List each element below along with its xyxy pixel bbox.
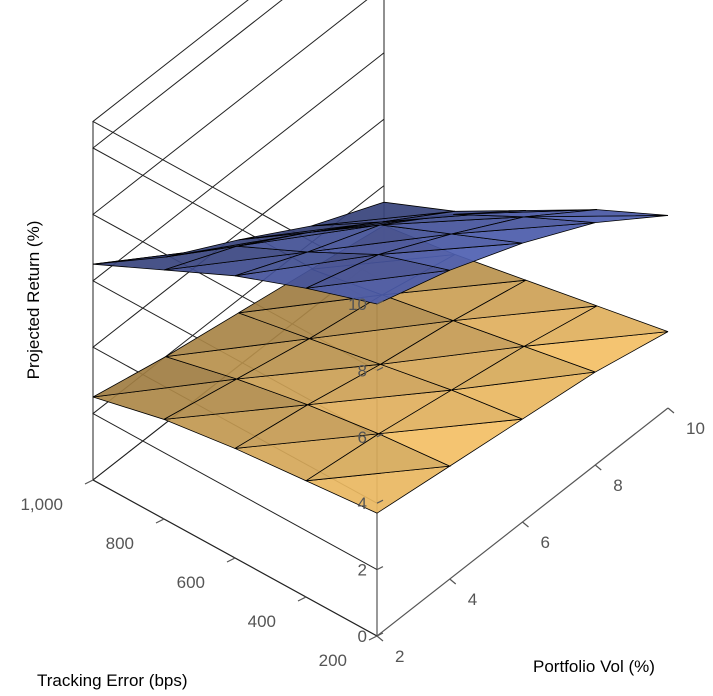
- z-tick-mark: [376, 499, 384, 504]
- x-tick-mark: [155, 518, 165, 524]
- z-tick-label: 0: [358, 627, 367, 646]
- y-tick-mark: [667, 407, 675, 414]
- z-tick-label: 6: [358, 428, 367, 447]
- z-tick-label: 8: [358, 361, 367, 380]
- y-tick-label: 4: [468, 590, 477, 609]
- x-tick-mark: [368, 635, 378, 641]
- x-tick-label: 400: [248, 612, 276, 631]
- surface-facet: [311, 201, 456, 227]
- y-tick-label: 6: [541, 533, 550, 552]
- x-tick-label: 1,000: [20, 495, 63, 514]
- z-tick-mark: [376, 566, 384, 571]
- surface-facet: [524, 305, 669, 347]
- x-tick-label: 200: [319, 651, 347, 670]
- z-tick-mark: [376, 433, 384, 438]
- y-tick-mark: [522, 521, 529, 528]
- x-tick-mark: [297, 596, 307, 602]
- surface-facet: [453, 209, 598, 215]
- z-tick-label: 4: [358, 494, 367, 513]
- tick-labels: 0 2 4 6 8 10 200 400 600 800 1,000 2 4 6 8 10: [20, 295, 704, 670]
- z-tick-mark: [376, 366, 384, 371]
- y-tick-mark: [449, 578, 457, 585]
- z-gridline: [92, 0, 378, 278]
- z-tick-label: 10: [348, 295, 367, 314]
- x-axis-label: Tracking Error (bps): [37, 671, 188, 690]
- z-tick-mark: [376, 632, 384, 637]
- y-tick-mark: [376, 635, 384, 642]
- y-axis-label: Portfolio Vol (%): [533, 657, 655, 676]
- x-tick-mark: [84, 479, 94, 485]
- z-tick-mark: [376, 300, 384, 305]
- y-tick-mark: [594, 464, 602, 471]
- x-tick-mark: [226, 557, 236, 563]
- surface-facet: [524, 209, 669, 218]
- surface-facet: [453, 279, 598, 321]
- z-axis-label: Projected Return (%): [24, 221, 43, 380]
- y-tick-label: 10: [686, 419, 705, 438]
- x-tick-label: 600: [177, 573, 205, 592]
- x-tick-label: 800: [106, 534, 134, 553]
- z-tick-label: 2: [358, 561, 367, 580]
- y-tick-label: 2: [395, 647, 404, 666]
- y-tick-label: 8: [613, 476, 622, 495]
- surfaces: [92, 201, 669, 514]
